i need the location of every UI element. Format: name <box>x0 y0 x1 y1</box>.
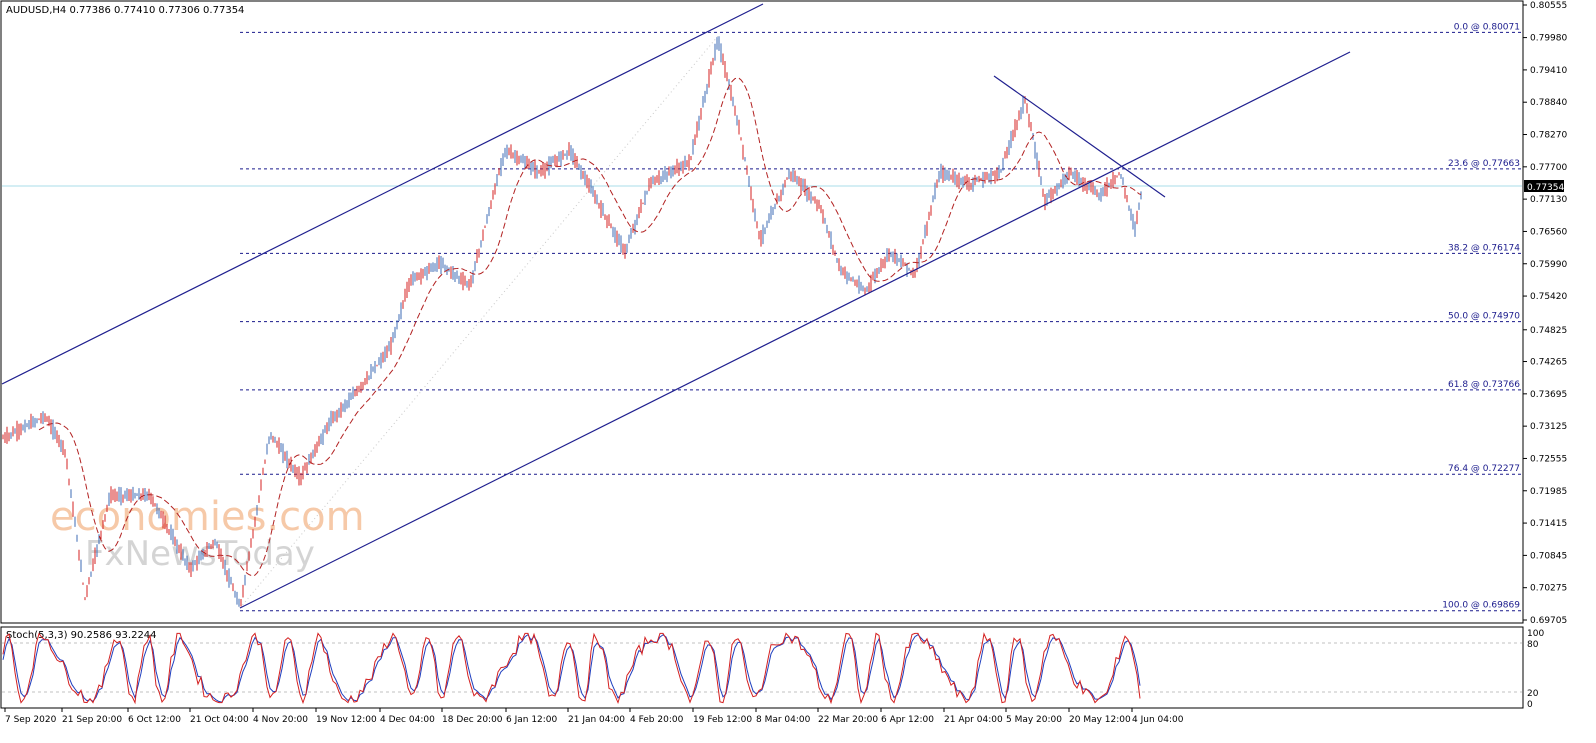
price-tick-label: 0.79980 <box>1530 34 1567 44</box>
price-tick-label: 0.74265 <box>1530 358 1567 368</box>
stoch-axis-100: 100 <box>1527 629 1544 639</box>
price-tick-label: 0.77130 <box>1530 195 1567 205</box>
fib-level-label: 100.0 @ 0.69869 <box>1442 601 1520 611</box>
price-tick-label: 0.74825 <box>1530 326 1567 336</box>
price-tick-label: 0.73125 <box>1530 422 1567 432</box>
watermark-economies: economies.com <box>50 494 365 540</box>
time-tick-label: 21 Jan 04:00 <box>568 715 625 725</box>
price-tick-label: 0.76560 <box>1530 227 1567 237</box>
fib-level-label: 23.6 @ 0.77663 <box>1448 159 1520 169</box>
current-price-tag-bg <box>1524 180 1564 192</box>
channel-lower-line[interactable] <box>239 51 1351 609</box>
fib-base-line <box>239 35 719 609</box>
price-tick-label: 0.71415 <box>1530 519 1567 529</box>
fib-level-label: 61.8 @ 0.73766 <box>1448 380 1520 390</box>
stoch-axis-20: 20 <box>1527 689 1539 699</box>
price-tick-label: 0.80555 <box>1530 1 1567 11</box>
fib-level-label: 38.2 @ 0.76174 <box>1448 243 1520 253</box>
time-tick-label: 18 Dec 20:00 <box>442 715 503 725</box>
price-tick-label: 0.79410 <box>1530 66 1567 76</box>
time-tick-label: 5 May 20:00 <box>1006 715 1062 725</box>
price-tick-label: 0.72555 <box>1530 454 1567 464</box>
price-axis[interactable]: 0.80555 0.79980 0.79410 0.78840 0.78270 0.777… <box>1523 1 1567 626</box>
price-tick-label: 0.75990 <box>1530 260 1567 270</box>
stoch-axis-80: 80 <box>1527 640 1539 650</box>
fib-level-label: 0.0 @ 0.80071 <box>1454 22 1520 32</box>
oscillator-label: Stoch(5,3,3) 90.2586 93.2244 <box>6 630 157 641</box>
stoch-main-line <box>2 632 1141 705</box>
watermark-fxnewstoday: FxNewsToday <box>85 534 315 574</box>
time-tick-label: 6 Oct 12:00 <box>128 715 181 725</box>
fib-level-label: 76.4 @ 0.72277 <box>1448 464 1520 474</box>
stoch-axis-0: 0 <box>1527 700 1533 710</box>
time-tick-label: 21 Sep 20:00 <box>62 715 122 725</box>
time-tick-label: 6 Apr 12:00 <box>881 715 934 725</box>
fibonacci-levels: 0.0 @ 0.80071 23.6 @ 0.77663 38.2 @ 0.7617… <box>240 22 1522 612</box>
time-tick-label: 21 Apr 04:00 <box>944 715 1003 725</box>
channel-upper-line[interactable] <box>1 3 764 385</box>
price-tick-label: 0.75420 <box>1530 292 1567 302</box>
time-tick-label: 20 May 12:00 <box>1069 715 1131 725</box>
price-tick-label: 0.70845 <box>1530 551 1567 561</box>
price-tick-label: 0.77700 <box>1530 163 1567 173</box>
fib-level-label: 50.0 @ 0.74970 <box>1448 312 1520 322</box>
current-price-tag: 0.77354 <box>1527 183 1564 193</box>
time-tick-label: 4 Dec 04:00 <box>380 715 435 725</box>
time-axis[interactable]: 7 Sep 2020 21 Sep 20:00 6 Oct 12:00 21 Oct … <box>4 708 1184 725</box>
price-tick-label: 0.70275 <box>1530 584 1567 594</box>
time-tick-label: 4 Nov 20:00 <box>253 715 308 725</box>
time-tick-label: 19 Nov 12:00 <box>316 715 377 725</box>
price-tick-label: 0.73695 <box>1530 390 1567 400</box>
descending-trend-line[interactable] <box>993 75 1166 198</box>
time-tick-label: 6 Jan 12:00 <box>506 715 558 725</box>
symbol-info: AUDUSD,H4 0.77386 0.77410 0.77306 0.7735… <box>6 5 244 16</box>
time-tick-label: 4 Jun 04:00 <box>1132 715 1184 725</box>
time-tick-label: 21 Oct 04:00 <box>190 715 249 725</box>
time-tick-label: 4 Feb 20:00 <box>630 715 684 725</box>
time-tick-label: 22 Mar 20:00 <box>818 715 878 725</box>
price-tick-label: 0.78840 <box>1530 98 1567 108</box>
price-tick-label: 0.78270 <box>1530 131 1567 141</box>
price-tick-label: 0.69705 <box>1530 616 1567 626</box>
time-tick-label: 8 Mar 04:00 <box>756 715 811 725</box>
moving-average-line <box>38 77 1142 577</box>
price-tick-label: 0.71985 <box>1530 487 1567 497</box>
time-tick-label: 19 Feb 12:00 <box>693 715 752 725</box>
oscillator-frame[interactable] <box>0 626 1524 709</box>
time-tick-label: 7 Sep 2020 <box>5 715 57 725</box>
